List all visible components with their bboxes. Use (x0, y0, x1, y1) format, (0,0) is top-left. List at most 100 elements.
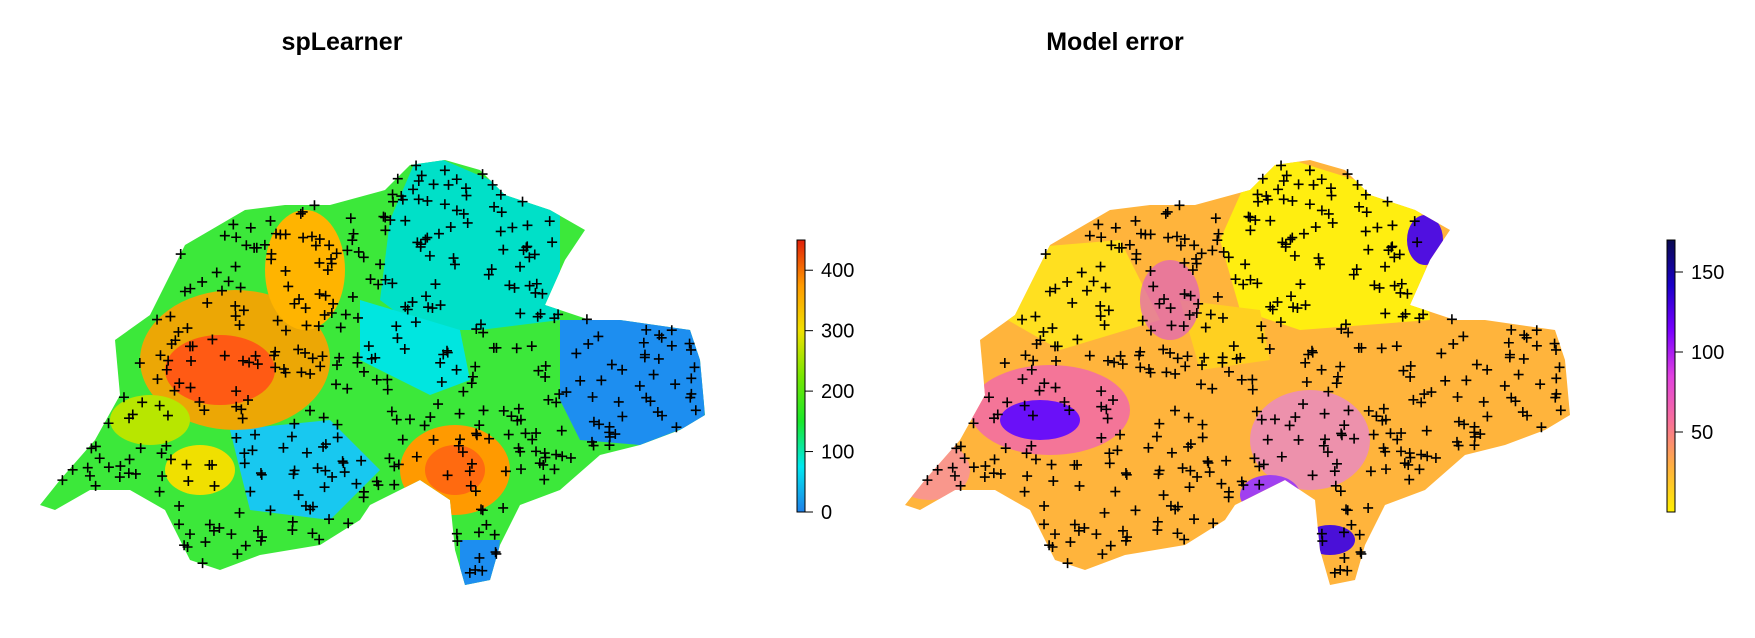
sample-point-marker (57, 475, 68, 486)
sample-point-marker (648, 369, 659, 380)
sample-point-marker (1301, 377, 1312, 388)
sample-point-marker (1179, 534, 1190, 545)
sample-point-marker (593, 331, 604, 342)
legend-tick-label: 0 (821, 502, 832, 524)
sample-point-marker (1076, 267, 1087, 278)
sample-point-marker (498, 405, 509, 416)
sample-point-marker (1162, 206, 1173, 217)
sample-point-marker (539, 448, 550, 459)
sample-point-marker (436, 377, 447, 388)
sample-point-marker (1381, 464, 1391, 475)
sample-point-marker (207, 334, 218, 345)
sample-point-marker (983, 392, 994, 403)
sample-point-marker (1191, 253, 1202, 264)
sample-point-marker (543, 394, 554, 405)
sample-point-marker (265, 505, 276, 516)
sample-point-marker (319, 309, 330, 320)
sample-point-marker (1178, 321, 1189, 332)
sample-point-marker (1360, 189, 1371, 200)
sample-point-marker (1418, 309, 1429, 320)
sample-point-marker (1067, 297, 1078, 308)
sample-point-marker (554, 389, 565, 400)
sample-point-marker (498, 244, 509, 255)
sample-point-marker (1247, 384, 1258, 395)
sample-point-marker (380, 274, 391, 285)
sample-point-marker (412, 237, 423, 248)
sample-point-marker (1217, 312, 1228, 323)
sample-point-marker (1105, 540, 1116, 551)
sample-point-marker (231, 401, 242, 412)
sample-point-marker (1327, 217, 1338, 228)
sample-point-marker (314, 234, 325, 245)
sample-point-marker (373, 279, 384, 290)
sample-point-marker (1192, 471, 1203, 482)
sample-point-marker (1062, 558, 1073, 569)
sample-point-marker (243, 395, 254, 406)
sample-point-marker (685, 392, 696, 403)
sample-point-marker (1397, 311, 1408, 322)
sample-point-marker (1269, 414, 1280, 425)
sample-point-marker (1376, 343, 1387, 354)
sample-point-marker (1184, 309, 1195, 320)
sample-point-marker (410, 317, 421, 328)
sample-point-marker (470, 486, 481, 497)
sample-point-marker (1298, 399, 1309, 410)
sample-point-marker (439, 165, 450, 176)
legend-tick-label: 150 (1691, 262, 1724, 284)
sample-point-marker (968, 462, 979, 473)
sample-point-marker (331, 379, 342, 390)
sample-point-marker (1288, 302, 1299, 313)
sample-point-marker (219, 230, 230, 241)
sample-point-marker (617, 364, 628, 375)
sample-point-marker (1308, 179, 1319, 190)
sample-point-marker (407, 297, 418, 308)
sample-point-marker (314, 257, 325, 268)
sample-point-marker (411, 451, 422, 462)
sample-point-marker (1047, 541, 1058, 552)
sample-point-marker (1440, 375, 1451, 386)
sample-point-marker (561, 387, 572, 398)
sample-point-marker (557, 451, 568, 462)
sample-point-marker (1074, 480, 1085, 491)
sample-point-marker (512, 415, 523, 426)
sample-point-marker (922, 475, 933, 486)
sample-point-marker (500, 466, 511, 477)
sample-point-marker (1389, 280, 1400, 291)
sample-point-marker (1535, 379, 1546, 390)
sample-point-marker (245, 486, 256, 497)
sample-point-marker (103, 418, 114, 429)
sample-point-marker (1331, 378, 1342, 389)
sample-point-marker (1026, 440, 1037, 451)
sample-point-marker (1329, 466, 1340, 477)
sample-point-marker (1102, 413, 1113, 424)
sample-point-marker (1051, 355, 1062, 366)
sample-point-marker (1115, 429, 1126, 440)
sample-point-marker (422, 232, 433, 243)
sample-point-marker (979, 472, 990, 483)
sample-point-marker (1261, 191, 1272, 202)
sample-point-marker (452, 536, 463, 547)
sample-point-marker (531, 428, 542, 439)
sample-point-marker (1503, 337, 1514, 348)
sample-point-marker (231, 432, 242, 443)
sample-point-marker (223, 276, 234, 287)
sample-point-marker (473, 527, 484, 538)
sample-point-marker (533, 365, 544, 376)
sample-point-marker (380, 225, 391, 236)
sample-point-marker (324, 240, 335, 251)
sample-point-marker (504, 280, 515, 291)
sample-point-marker (175, 249, 186, 260)
sample-point-marker (400, 215, 411, 226)
sample-point-marker (1072, 334, 1083, 345)
sample-point-marker (1140, 229, 1151, 240)
sample-point-marker (1124, 239, 1135, 250)
sample-point-marker (1039, 500, 1050, 511)
sample-point-marker (1300, 357, 1311, 368)
sample-point-marker (1319, 408, 1330, 419)
sample-point-marker (506, 411, 517, 422)
sample-point-marker (1238, 279, 1249, 290)
sample-point-marker (347, 291, 358, 302)
sample-point-marker (1414, 464, 1425, 475)
sample-point-marker (1135, 362, 1146, 373)
sample-point-marker (326, 253, 337, 264)
